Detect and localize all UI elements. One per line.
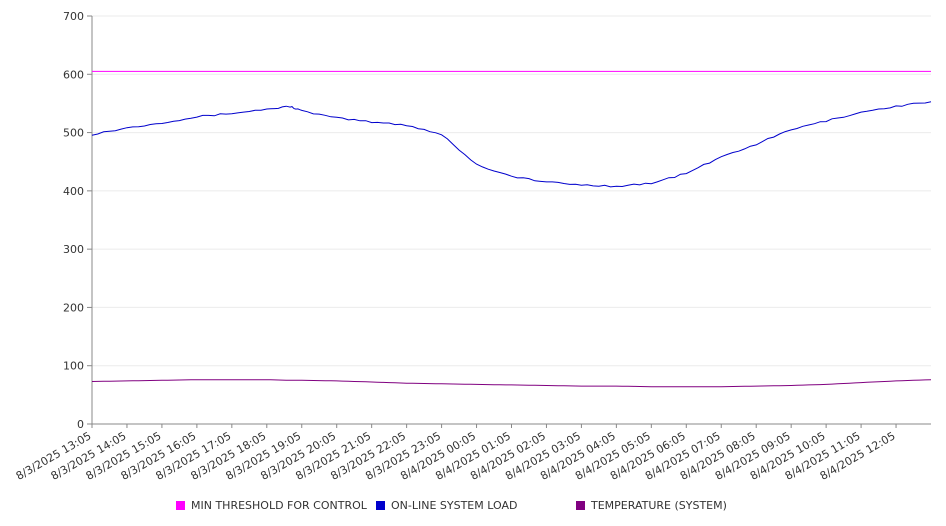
y-tick-label: 100: [63, 360, 84, 373]
y-tick-label: 600: [63, 68, 84, 81]
grid-lines: [92, 15, 931, 367]
axes: [87, 15, 931, 428]
legend-label: MIN THRESHOLD FOR CONTROL: [191, 498, 367, 512]
y-tick-labels: 0 100 200 300 400 500 600 700: [63, 10, 84, 431]
series-line: [91, 379, 932, 388]
legend-swatch: [176, 500, 185, 510]
series-line: [91, 101, 932, 188]
legend-swatch: [376, 500, 385, 510]
legend-label: TEMPERATURE (SYSTEM): [591, 498, 727, 512]
legend-item-min-threshold[interactable]: MIN THRESHOLD FOR CONTROL: [176, 498, 367, 512]
legend-item-temperature[interactable]: TEMPERATURE (SYSTEM): [576, 498, 727, 512]
legend-swatch: [576, 500, 585, 510]
y-tick-label: 200: [63, 301, 84, 314]
legend-label: ON-LINE SYSTEM LOAD: [391, 498, 518, 512]
y-tick-label: 700: [63, 10, 84, 23]
legend-item-system-load[interactable]: ON-LINE SYSTEM LOAD: [376, 498, 517, 512]
series-lines: [91, 70, 932, 388]
y-tick-label: 500: [63, 127, 84, 140]
y-tick-label: 400: [63, 185, 84, 198]
x-tick-labels: 8/3/2025 13:058/3/2025 14:058/3/2025 15:…: [14, 429, 898, 483]
y-tick-label: 0: [77, 418, 84, 431]
y-tick-label: 300: [63, 243, 84, 256]
